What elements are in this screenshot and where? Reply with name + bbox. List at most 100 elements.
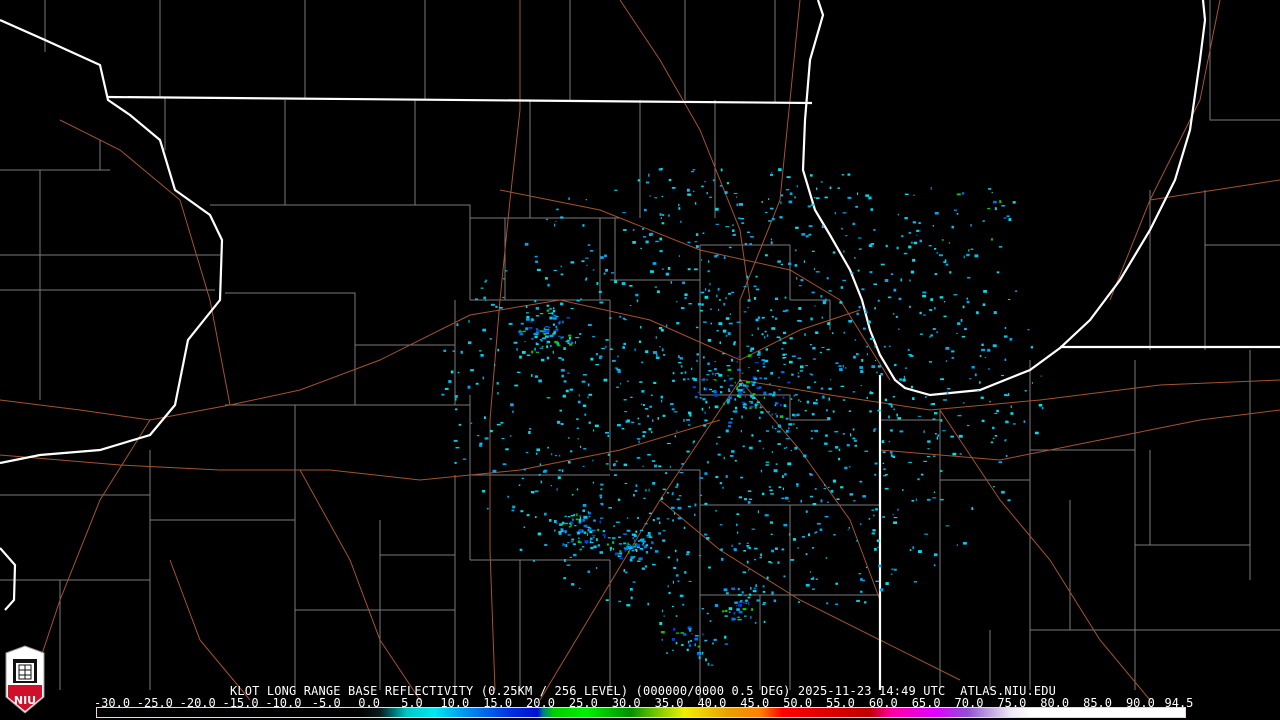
- echo-pixel: [569, 521, 574, 525]
- echo-pixel: [771, 413, 773, 416]
- echo-pixel: [637, 540, 641, 542]
- echo-pixel: [751, 528, 755, 530]
- echo-pixel: [938, 254, 943, 257]
- echo-pixel: [566, 564, 571, 566]
- echo-pixel: [619, 315, 622, 318]
- echo-pixel: [742, 384, 747, 387]
- echo-pixel: [633, 539, 635, 542]
- echo-pixel: [761, 359, 765, 362]
- echo-pixel: [479, 444, 482, 447]
- echo-pixel: [866, 353, 868, 356]
- echo-pixel: [874, 547, 877, 551]
- echo-pixel: [687, 626, 691, 629]
- echo-pixel: [535, 260, 538, 263]
- echo-pixel: [569, 388, 574, 391]
- echo-pixel: [727, 375, 729, 377]
- echo-pixel: [989, 400, 991, 403]
- echo-pixel: [597, 528, 600, 532]
- echo-pixel: [892, 514, 894, 516]
- echo-pixel: [666, 324, 668, 327]
- echo-pixel: [747, 354, 752, 357]
- echo-pixel: [747, 596, 751, 599]
- echo-pixel: [659, 327, 663, 330]
- echo-pixel: [644, 523, 648, 525]
- echo-pixel: [894, 363, 897, 367]
- echo-pixel: [758, 440, 762, 443]
- echo-pixel: [722, 486, 724, 489]
- echo-pixel: [686, 419, 690, 421]
- echo-pixel: [749, 405, 754, 408]
- echo-pixel: [781, 348, 784, 350]
- echo-pixel: [776, 336, 781, 338]
- echo-pixel: [750, 392, 752, 394]
- echo-pixel: [740, 599, 743, 602]
- echo-pixel: [693, 378, 697, 381]
- colorbar-label: 55.0: [825, 696, 855, 710]
- echo-pixel: [821, 225, 824, 228]
- echo-pixel: [814, 305, 816, 307]
- echo-pixel: [650, 232, 654, 236]
- echo-pixel: [750, 400, 753, 404]
- echo-pixel: [771, 315, 774, 318]
- echo-pixel: [518, 331, 523, 333]
- echo-pixel: [774, 404, 777, 407]
- echo-pixel: [870, 243, 875, 245]
- echo-pixel: [737, 618, 742, 621]
- echo-pixel: [793, 423, 795, 425]
- echo-pixel: [788, 427, 790, 430]
- echo-pixel: [776, 402, 779, 405]
- echo-pixel: [629, 305, 632, 307]
- echo-pixel: [558, 531, 562, 534]
- echo-pixel: [746, 381, 750, 384]
- echo-pixel: [843, 331, 846, 334]
- echo-pixel: [670, 506, 675, 509]
- echo-pixel: [751, 380, 753, 384]
- echo-pixel: [911, 500, 915, 502]
- echo-pixel: [749, 349, 753, 352]
- echo-pixel: [740, 386, 743, 388]
- echo-pixel: [919, 333, 923, 335]
- echo-pixel: [777, 561, 780, 564]
- echo-pixel: [1041, 407, 1044, 410]
- echo-pixel: [653, 351, 657, 354]
- echo-pixel: [708, 260, 710, 263]
- echo-pixel: [589, 540, 592, 542]
- echo-pixel: [884, 279, 889, 282]
- echo-pixel: [600, 483, 604, 486]
- echo-pixel: [943, 301, 946, 303]
- echo-pixel: [858, 573, 861, 575]
- echo-pixel: [587, 396, 589, 399]
- echo-pixel: [709, 196, 712, 199]
- echo-pixel: [933, 564, 936, 567]
- echo-pixel: [678, 255, 680, 257]
- echo-pixel: [531, 374, 533, 377]
- echo-pixel: [748, 569, 750, 571]
- echo-pixel: [528, 431, 531, 434]
- echo-pixel: [718, 374, 723, 377]
- echo-pixel: [656, 353, 658, 357]
- echo-pixel: [796, 427, 798, 429]
- echo-pixel: [641, 567, 646, 570]
- echo-pixel: [533, 559, 535, 562]
- echo-pixel: [546, 304, 550, 307]
- echo-pixel: [771, 172, 773, 174]
- echo-pixel: [913, 581, 917, 583]
- echo-pixel: [635, 530, 638, 533]
- echo-pixel: [712, 642, 714, 645]
- echo-pixel: [640, 325, 642, 329]
- echo-pixel: [866, 396, 868, 399]
- colorbar-label: 70.0: [954, 696, 984, 710]
- echo-pixel: [737, 531, 739, 534]
- echo-pixel: [643, 540, 646, 542]
- echo-pixel: [917, 415, 922, 417]
- echo-pixel: [475, 298, 478, 301]
- echo-pixel: [675, 615, 678, 617]
- echo-pixel: [585, 257, 589, 259]
- echo-pixel: [810, 344, 812, 346]
- echo-pixel: [704, 387, 708, 391]
- echo-pixel: [977, 390, 980, 392]
- echo-pixel: [523, 468, 526, 471]
- echo-pixel: [838, 365, 842, 367]
- echo-pixel: [714, 405, 719, 409]
- echo-pixel: [623, 463, 628, 467]
